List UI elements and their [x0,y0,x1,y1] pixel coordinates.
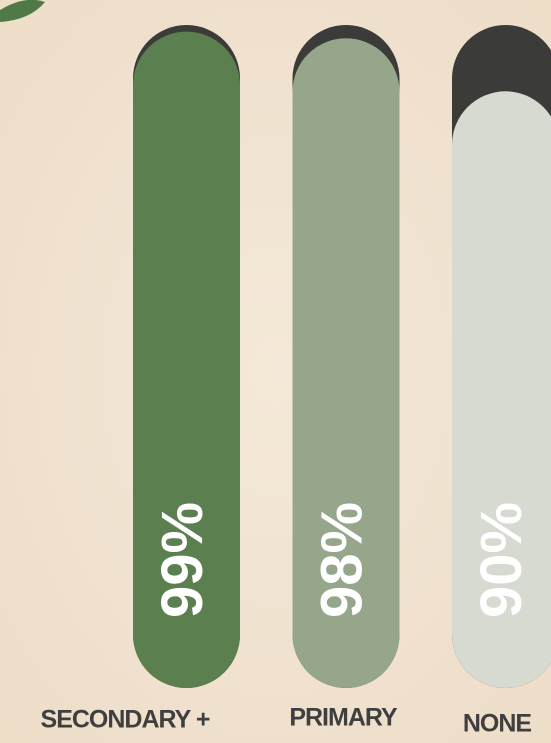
category-label: NONE [463,710,532,738]
category-label: PRIMARY [289,704,398,732]
bar [452,91,551,688]
leaf-decoration [0,0,45,22]
bar [133,31,240,688]
value-label: 98% [309,502,374,618]
value-label: 99% [150,502,215,618]
category-label: SECONDARY + [41,706,210,734]
value-label: 90% [469,502,534,618]
bar [292,38,400,688]
